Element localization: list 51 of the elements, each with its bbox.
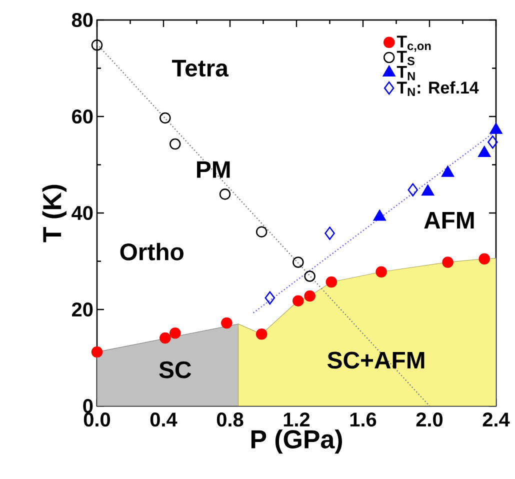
y-tick-label: 20 xyxy=(72,302,93,317)
point xyxy=(292,295,304,306)
point xyxy=(304,290,316,302)
y-tick-label: 40 xyxy=(72,206,93,220)
point xyxy=(170,138,181,150)
point xyxy=(256,328,268,340)
point xyxy=(264,291,276,305)
point xyxy=(304,270,316,282)
legend-label: T$_{N}$: Ref.14 xyxy=(396,81,479,96)
annotation: SC xyxy=(159,361,192,378)
point xyxy=(376,266,387,278)
point xyxy=(256,226,268,238)
y-tick-label: 80 xyxy=(72,12,93,28)
point xyxy=(160,332,171,344)
y-tick-label: 60 xyxy=(72,109,93,124)
point xyxy=(488,135,498,149)
point xyxy=(478,146,491,158)
annotation: Tetra xyxy=(172,60,229,77)
y-axis-title: T (K) xyxy=(42,184,66,242)
legend-label: T$_{N}$ xyxy=(396,66,415,80)
point xyxy=(373,210,386,221)
point xyxy=(422,184,434,196)
legend-label: T$_{c,on}$ xyxy=(396,36,431,52)
annotation: AFM xyxy=(424,212,474,228)
point xyxy=(219,188,231,200)
x-tick-label: 2.4 xyxy=(482,412,510,426)
x-tick-label: 0.8 xyxy=(216,412,244,427)
point xyxy=(170,328,181,339)
point xyxy=(91,346,103,358)
x-tick-label: 0.0 xyxy=(84,412,110,427)
point xyxy=(490,122,502,134)
x-tick-label: 1.2 xyxy=(284,412,310,426)
annotation: PM xyxy=(197,161,230,178)
point xyxy=(408,183,418,196)
legend-label: T$_{S}$ xyxy=(396,50,414,66)
point xyxy=(221,317,232,329)
point xyxy=(292,256,304,268)
y-tick-label: 0 xyxy=(83,398,93,414)
annotation: Ortho xyxy=(120,242,184,260)
x-tick-label: 2.0 xyxy=(416,412,443,427)
x-axis-title: P (GPa) xyxy=(251,429,342,454)
point xyxy=(324,226,335,240)
point xyxy=(91,39,103,51)
annotation: SC+AFM xyxy=(328,352,424,369)
x-tick-label: 0.4 xyxy=(150,412,178,427)
point xyxy=(478,253,490,264)
point xyxy=(160,112,171,124)
point xyxy=(442,166,454,177)
x-tick-label: 1.6 xyxy=(350,412,376,427)
point xyxy=(326,276,338,288)
point xyxy=(442,256,454,268)
